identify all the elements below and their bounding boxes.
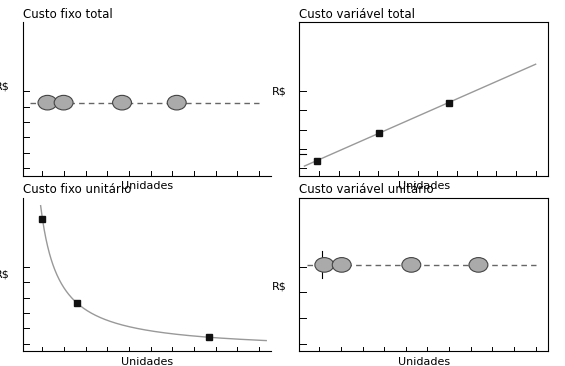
Y-axis label: R$: R$ xyxy=(272,282,287,292)
Circle shape xyxy=(315,258,334,272)
Text: Custo fixo unitário: Custo fixo unitário xyxy=(23,183,131,197)
Y-axis label: R$: R$ xyxy=(0,269,10,280)
X-axis label: Unidades: Unidades xyxy=(398,181,450,191)
X-axis label: Unidades: Unidades xyxy=(398,357,450,366)
Circle shape xyxy=(38,96,57,110)
Circle shape xyxy=(167,96,186,110)
Circle shape xyxy=(332,258,351,272)
Text: Custo variável total: Custo variável total xyxy=(299,8,415,21)
X-axis label: Unidades: Unidades xyxy=(121,181,173,191)
Y-axis label: R$: R$ xyxy=(272,86,287,96)
X-axis label: Unidades: Unidades xyxy=(121,357,173,366)
Text: Custo fixo total: Custo fixo total xyxy=(23,8,112,21)
Circle shape xyxy=(54,96,73,110)
Circle shape xyxy=(469,258,488,272)
Text: Custo variável unitário: Custo variável unitário xyxy=(299,183,434,197)
Circle shape xyxy=(402,258,421,272)
Circle shape xyxy=(112,96,132,110)
Y-axis label: R$: R$ xyxy=(0,82,10,92)
